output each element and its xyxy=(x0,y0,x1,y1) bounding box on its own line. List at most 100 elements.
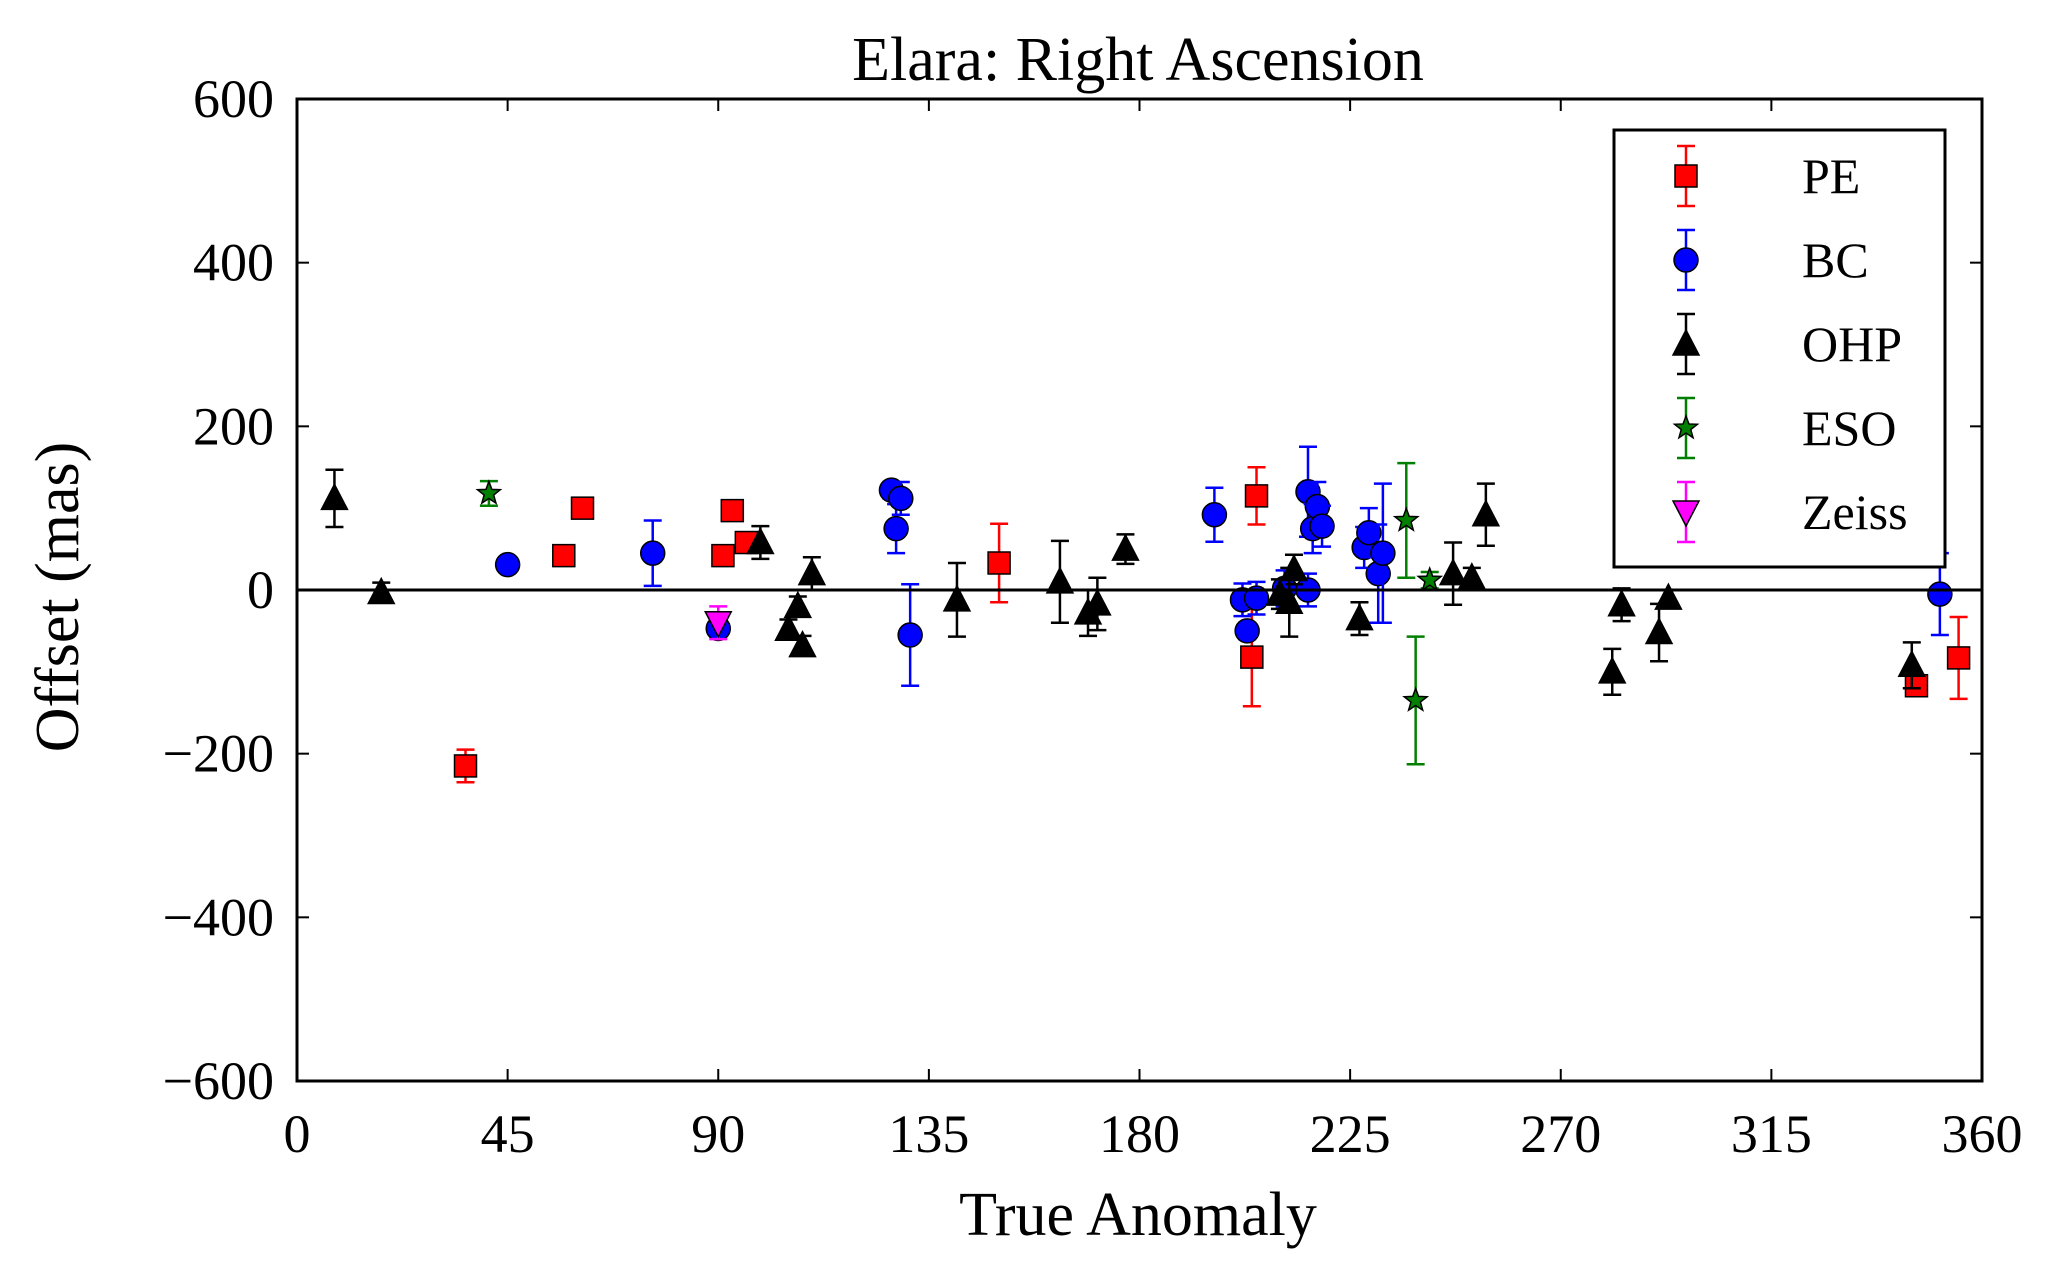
marker xyxy=(1904,673,1929,698)
marker xyxy=(888,485,914,512)
marker xyxy=(639,540,666,566)
legend-marker xyxy=(1672,413,1700,440)
marker xyxy=(942,584,972,612)
marker xyxy=(1345,603,1374,631)
marker xyxy=(1607,589,1636,617)
legend-label: BC xyxy=(1802,232,1869,288)
legend-entry: Zeiss xyxy=(1671,480,1908,544)
marker xyxy=(797,558,827,586)
marker xyxy=(720,498,745,523)
marker xyxy=(746,526,775,555)
y-tick-label: 600 xyxy=(193,69,274,129)
legend-marker xyxy=(1673,247,1699,273)
legend-label: OHP xyxy=(1802,316,1902,372)
data-point xyxy=(1234,618,1260,644)
data-point xyxy=(1083,576,1112,632)
data-point xyxy=(1471,482,1501,548)
legend-entry: OHP xyxy=(1671,312,1902,376)
data-point xyxy=(552,543,576,568)
y-tick-label: 400 xyxy=(193,233,274,293)
legend: PE BC OHP ESO Zeiss xyxy=(1612,128,1947,569)
marker xyxy=(552,543,576,568)
x-tick-label: 0 xyxy=(284,1104,311,1164)
data-point xyxy=(1904,673,1929,698)
marker xyxy=(1309,513,1335,539)
data-point xyxy=(1201,486,1228,543)
marker xyxy=(1370,540,1396,566)
marker xyxy=(1275,586,1304,615)
x-tick-label: 45 xyxy=(481,1104,535,1164)
x-tick-label: 360 xyxy=(1942,1104,2023,1164)
legend-box xyxy=(1612,128,1947,569)
marker xyxy=(1402,686,1430,712)
data-point xyxy=(1927,551,1953,637)
data-point xyxy=(1279,553,1309,586)
marker xyxy=(1946,646,1971,670)
marker xyxy=(704,610,733,639)
plot-marks xyxy=(320,445,1971,784)
data-point xyxy=(494,551,521,578)
x-tick-label: 135 xyxy=(888,1104,969,1164)
x-axis-title: True Anomaly xyxy=(959,1181,1317,1249)
marker xyxy=(1392,506,1420,532)
marker xyxy=(1111,533,1140,561)
marker xyxy=(1654,582,1683,610)
series-ohp xyxy=(320,468,1927,696)
data-point xyxy=(788,630,817,658)
marker xyxy=(1243,585,1270,611)
data-point xyxy=(1402,635,1430,766)
legend-label: PE xyxy=(1802,148,1860,204)
marker xyxy=(987,551,1011,575)
data-point xyxy=(1045,539,1075,624)
data-point xyxy=(1438,541,1468,606)
marker xyxy=(320,482,349,511)
x-tick-label: 225 xyxy=(1310,1104,1391,1164)
data-point xyxy=(942,561,972,638)
plot-frame xyxy=(295,97,1984,1083)
data-point xyxy=(453,748,478,784)
data-point xyxy=(897,583,923,687)
data-point xyxy=(1598,647,1627,696)
data-point xyxy=(1392,461,1420,579)
legend-entry: PE xyxy=(1674,144,1860,208)
series-zeiss xyxy=(704,605,733,641)
data-point xyxy=(1897,641,1927,690)
marker xyxy=(475,479,503,505)
legend-label: Zeiss xyxy=(1802,484,1908,540)
y-axis-title: Offset (mas) xyxy=(24,442,92,752)
marker xyxy=(1598,656,1627,684)
x-tick-label: 90 xyxy=(691,1104,745,1164)
data-point xyxy=(746,524,775,561)
data-point xyxy=(475,479,503,507)
data-point xyxy=(1370,482,1396,624)
y-tick-label: −600 xyxy=(163,1051,274,1111)
data-point xyxy=(1243,580,1270,616)
marker xyxy=(1438,558,1468,586)
data-point xyxy=(720,498,745,523)
data-point xyxy=(1607,587,1636,623)
marker xyxy=(1244,484,1269,508)
x-tick-label: 270 xyxy=(1520,1104,1601,1164)
marker xyxy=(1471,499,1501,527)
data-point xyxy=(1309,504,1335,548)
marker xyxy=(774,613,803,642)
data-point xyxy=(774,613,803,642)
marker xyxy=(1644,616,1674,645)
data-point xyxy=(639,519,666,588)
data-point xyxy=(1457,562,1487,590)
data-point xyxy=(783,590,813,619)
data-point xyxy=(704,605,733,641)
chart-title: Elara: Right Ascension xyxy=(852,26,1424,94)
series-bc xyxy=(494,445,1953,687)
data-point xyxy=(1111,533,1140,566)
marker xyxy=(494,551,521,578)
legend-marker xyxy=(1671,500,1701,528)
marker xyxy=(1201,501,1228,528)
data-point xyxy=(888,480,914,516)
data-point xyxy=(1345,601,1374,637)
series-pe xyxy=(453,466,1971,784)
legend-entry: ESO xyxy=(1672,396,1896,460)
x-tick-label: 180 xyxy=(1099,1104,1180,1164)
marker xyxy=(453,754,478,778)
data-point xyxy=(1244,466,1269,526)
